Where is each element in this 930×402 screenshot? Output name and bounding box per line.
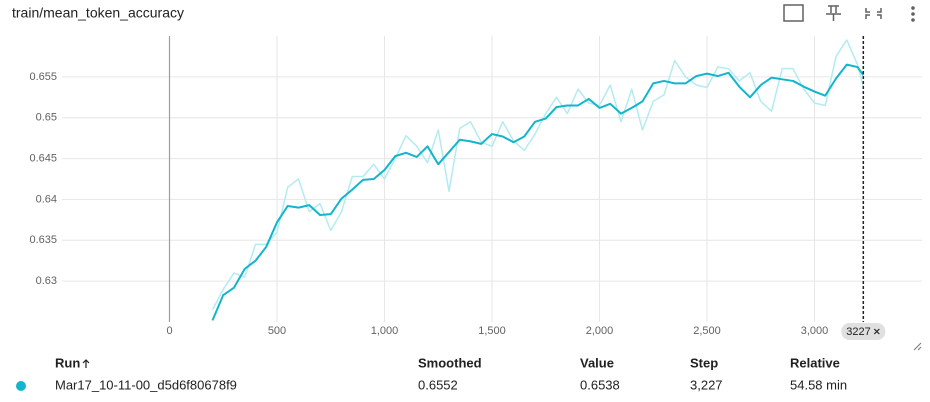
x-tick-label: 1,000: [371, 325, 399, 337]
more-button[interactable]: [911, 6, 915, 22]
table-cell: Mar17_10-11-00_d5d6f80678f9: [55, 377, 237, 392]
plot-area: [62, 36, 922, 322]
series-line: [211, 63, 865, 321]
expand-button[interactable]: [865, 8, 882, 19]
column-header: Step: [690, 355, 718, 370]
resize-handle[interactable]: [913, 342, 922, 351]
cursor-badge: [841, 323, 886, 340]
cursor-close: [873, 328, 880, 335]
y-tick-label: 0.635: [29, 234, 57, 246]
table-cell: 54.58 min: [790, 377, 847, 392]
table-cell: 0.6552: [418, 377, 458, 392]
fit-domain-button[interactable]: [783, 4, 804, 22]
x-tick-label: 500: [268, 325, 286, 337]
cursor-step-label: 3227: [846, 326, 870, 338]
x-tick-label: 1,500: [478, 325, 506, 337]
column-header: Value: [580, 355, 614, 370]
series-line: [211, 39, 865, 311]
table-cell: 3,227: [690, 377, 723, 392]
x-tick-label: 2,000: [586, 325, 614, 337]
y-tick-label: 0.63: [36, 275, 57, 287]
toolbar: [783, 4, 915, 22]
y-tick-label: 0.655: [29, 71, 57, 83]
y-tick-label: 0.64: [36, 193, 57, 205]
column-header: Smoothed: [418, 355, 482, 370]
chart-title: train/mean_token_accuracy: [12, 5, 184, 21]
run-table: Run Smoothed Value Step Relative Mar17_10-11-…: [16, 355, 847, 392]
y-tick-label: 0.65: [36, 112, 57, 124]
pin-button[interactable]: [826, 5, 841, 21]
x-tick-label: 0: [166, 325, 172, 337]
x-tick-label: 2,500: [693, 325, 721, 337]
run-color-dot: [16, 381, 26, 391]
column-header: Relative: [790, 355, 840, 370]
sort-arrow: [82, 359, 90, 368]
table-cell: 0.6538: [580, 377, 620, 392]
y-tick-label: 0.645: [29, 152, 57, 164]
column-header: Run: [55, 355, 80, 370]
x-tick-label: 3,000: [801, 325, 829, 337]
